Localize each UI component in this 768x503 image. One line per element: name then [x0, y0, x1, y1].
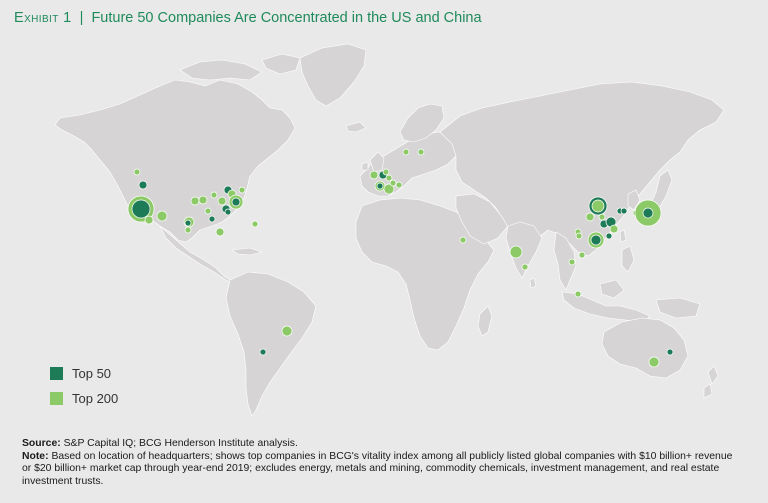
marker-top-200 — [369, 170, 379, 180]
legend-label-top-200: Top 200 — [72, 390, 119, 406]
marker-top-200 — [568, 258, 576, 266]
land-south-america — [225, 271, 317, 417]
marker-top-200 — [217, 196, 227, 206]
exhibit-title: Exhibit 1 | Future 50 Companies Are Conc… — [14, 10, 482, 26]
marker-top-200 — [648, 356, 660, 368]
land-arctic-islands — [179, 59, 263, 81]
marker-top-200 — [210, 191, 218, 199]
marker-top-200 — [251, 220, 259, 228]
marker-top-200 — [574, 290, 582, 298]
marker-top-50 — [590, 234, 602, 246]
company-markers — [127, 148, 674, 368]
marker-top-200 — [395, 181, 403, 189]
marker-top-200 — [156, 210, 168, 222]
marker-top-50 — [376, 182, 384, 190]
exhibit-title-text: Future 50 Companies Are Concentrated in … — [91, 10, 482, 26]
marker-top-50 — [138, 180, 148, 190]
world-map — [0, 40, 768, 420]
marker-top-200 — [190, 196, 200, 206]
note-label: Note: — [22, 450, 49, 462]
marker-top-200 — [198, 195, 208, 205]
title-separator: | — [79, 10, 84, 26]
marker-top-200 — [382, 168, 390, 176]
land-indonesia — [561, 291, 651, 323]
marker-top-200 — [402, 148, 410, 156]
marker-top-200 — [281, 325, 293, 337]
marker-top-200 — [598, 213, 606, 221]
marker-top-200 — [521, 263, 529, 271]
marker-top-200 — [459, 236, 467, 244]
marker-top-200 — [215, 227, 225, 237]
marker-top-200 — [509, 245, 523, 259]
footer: Source: S&P Capital IQ; BCG Henderson In… — [22, 438, 742, 488]
marker-top-50 — [605, 232, 613, 240]
marker-top-50 — [224, 208, 232, 216]
legend-item-top-50: Top 50 — [50, 362, 118, 384]
marker-top-200 — [609, 224, 619, 234]
land-greenland — [299, 43, 367, 107]
land-africa — [355, 197, 495, 351]
exhibit-label: Exhibit 1 — [14, 10, 72, 26]
marker-top-200 — [591, 199, 605, 213]
marker-top-50 — [642, 207, 654, 219]
land-north-america — [54, 79, 296, 243]
land-middle-east — [455, 193, 509, 245]
marker-top-200 — [204, 207, 212, 215]
land-australia — [601, 317, 689, 379]
marker-top-50 — [131, 199, 151, 219]
note-line: Note: Based on location of headquarters;… — [22, 451, 742, 489]
source-line: Source: S&P Capital IQ; BCG Henderson In… — [22, 438, 742, 451]
marker-top-200 — [575, 232, 583, 240]
marker-top-200 — [385, 174, 393, 182]
legend-label-top-50: Top 50 — [72, 365, 112, 381]
legend: Top 50 Top 200 — [50, 362, 118, 412]
marker-top-50 — [620, 207, 628, 215]
marker-top-200 — [133, 168, 141, 176]
legend-swatch-top-50 — [50, 366, 63, 380]
marker-top-50 — [666, 348, 674, 356]
source-label: Source: — [22, 438, 61, 449]
marker-top-200 — [383, 183, 395, 195]
marker-top-50 — [184, 219, 192, 227]
marker-top-50 — [208, 215, 216, 223]
marker-top-200 — [184, 226, 192, 234]
note-text: Based on location of headquarters; shows… — [22, 450, 733, 487]
marker-top-200 — [585, 212, 595, 222]
marker-top-200 — [578, 251, 586, 259]
marker-top-200 — [238, 186, 246, 194]
land-asia — [439, 81, 725, 259]
source-text: S&P Capital IQ; BCG Henderson Institute … — [63, 438, 298, 449]
marker-top-50 — [231, 197, 241, 207]
land-scandinavia — [399, 103, 445, 143]
marker-top-200 — [389, 179, 397, 187]
marker-top-200 — [417, 148, 425, 156]
marker-top-200 — [144, 215, 154, 225]
land-masses — [54, 43, 725, 417]
legend-item-top-200: Top 200 — [50, 387, 118, 409]
legend-swatch-top-200 — [50, 391, 63, 405]
marker-top-50 — [259, 348, 267, 356]
